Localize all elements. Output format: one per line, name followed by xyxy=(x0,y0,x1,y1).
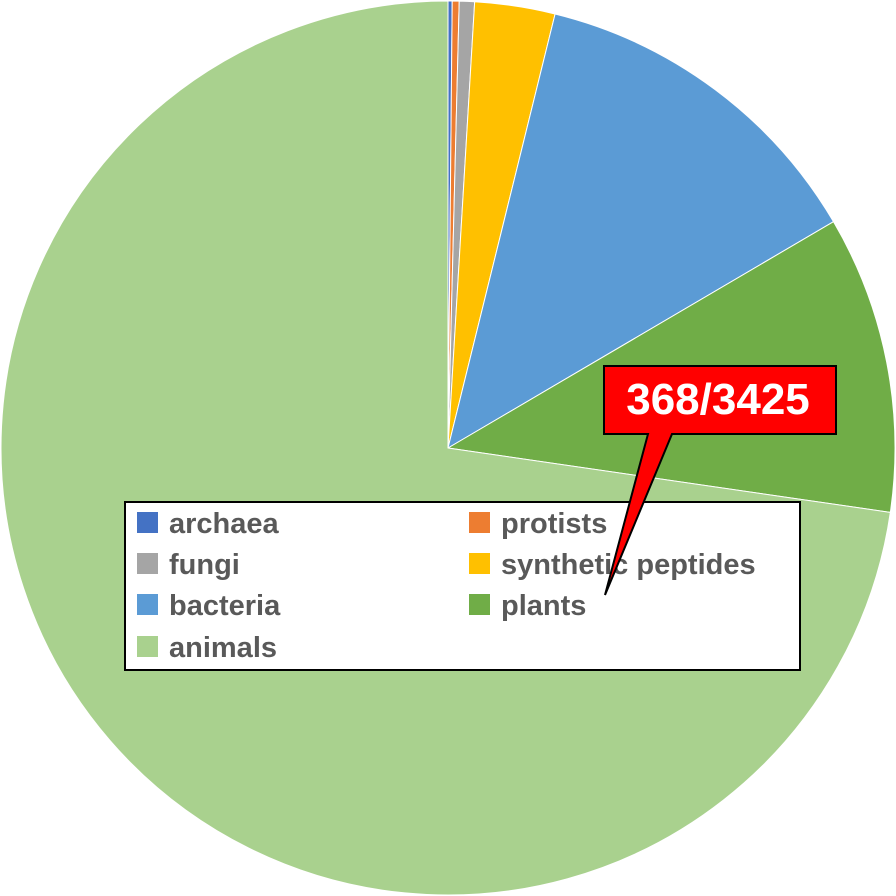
legend-label: archaea xyxy=(169,508,280,540)
legend-item-bacteria: bacteria xyxy=(137,590,281,622)
legend-item-fungi: fungi xyxy=(137,549,240,581)
legend-box xyxy=(124,501,801,671)
legend-item-synthetic-peptides: synthetic peptides xyxy=(469,549,756,581)
legend-swatch xyxy=(137,594,158,615)
legend-item-plants: plants xyxy=(469,590,586,622)
legend-label: animals xyxy=(169,632,277,664)
legend-item-protists: protists xyxy=(469,508,607,540)
pie-slice-bacteria xyxy=(447,13,835,450)
legend-item-archaea: archaea xyxy=(137,508,280,540)
legend-swatch xyxy=(469,553,490,574)
legend-swatch xyxy=(469,594,490,615)
legend-label: fungi xyxy=(169,549,240,581)
legend-item-animals: animals xyxy=(137,632,277,664)
legend-label: bacteria xyxy=(169,590,281,622)
legend-label: synthetic peptides xyxy=(501,549,756,581)
legend-swatch xyxy=(137,636,158,657)
legend: archaea protists fungi synthetic peptides ba… xyxy=(124,501,801,671)
legend-label: plants xyxy=(501,590,586,622)
legend-swatch xyxy=(469,512,490,533)
legend-label: protists xyxy=(501,508,607,540)
callout-bubble xyxy=(603,365,837,596)
legend-swatch xyxy=(137,512,158,533)
legend-swatch xyxy=(137,553,158,574)
callout: 368/3425 xyxy=(603,365,837,596)
callout-label: 368/3425 xyxy=(626,375,810,424)
